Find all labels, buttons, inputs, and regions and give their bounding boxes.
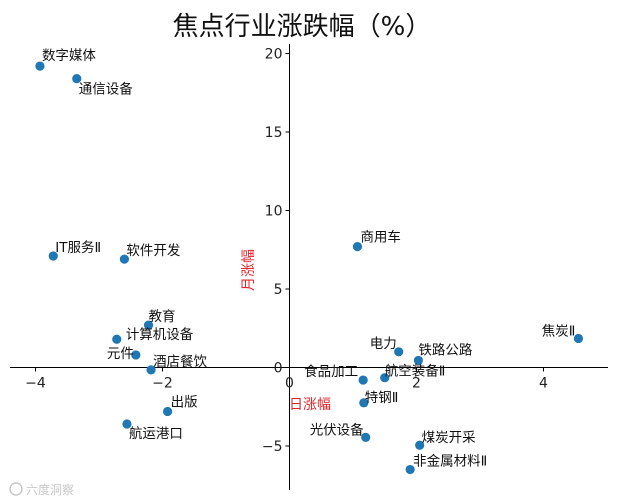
data-label: 电力 xyxy=(370,336,397,352)
data-point xyxy=(380,373,390,383)
axes: −4 −2 0 2 4 −5 0 5 10 15 20 xyxy=(10,44,608,490)
y-tick-label: −5 xyxy=(262,439,283,455)
data-label: 航空装备Ⅱ xyxy=(385,363,446,380)
data-point xyxy=(72,74,82,84)
data-point xyxy=(48,251,58,261)
y-tick-label: 15 xyxy=(265,125,283,141)
data-label: IT服务Ⅱ xyxy=(55,240,101,256)
data-label: 酒店餐饮 xyxy=(153,354,207,370)
x-tick-label: 2 xyxy=(412,376,421,392)
x-tick-label: 0 xyxy=(285,376,294,392)
data-label: 食品加工 xyxy=(304,363,358,380)
data-point xyxy=(358,375,368,385)
data-point xyxy=(122,419,132,429)
data-point xyxy=(131,350,141,360)
data-point xyxy=(352,242,363,252)
data-point xyxy=(112,334,122,344)
data-label: 航运港口 xyxy=(129,426,183,442)
chart-title: 焦点行业涨跌幅（%） xyxy=(173,12,432,42)
data-label: 非金属材料Ⅱ xyxy=(413,454,487,470)
data-label: 光伏设备 xyxy=(310,421,364,438)
y-axis-label: 月涨幅 xyxy=(241,249,257,291)
watermark: 六度洞察 xyxy=(9,482,74,497)
x-axis-label: 日涨幅 xyxy=(289,397,331,413)
data-point xyxy=(35,61,45,71)
data-point xyxy=(394,347,404,357)
data-label: 特钢Ⅱ xyxy=(365,390,399,406)
y-tick-label: 5 xyxy=(274,282,283,298)
x-tick-label: −4 xyxy=(25,376,46,392)
data-point xyxy=(162,406,173,417)
watermark-logo-icon xyxy=(9,482,23,496)
data-points xyxy=(35,61,584,475)
data-label: 焦炭Ⅱ xyxy=(542,323,576,339)
data-point xyxy=(119,254,129,264)
data-label: 商用车 xyxy=(360,229,401,246)
data-label: 出版 xyxy=(171,394,198,410)
data-label: 计算机设备 xyxy=(126,326,194,343)
data-label: 铁路公路 xyxy=(418,342,472,358)
x-tick-label: 4 xyxy=(539,376,548,392)
data-label: 煤炭开采 xyxy=(422,430,476,446)
data-point xyxy=(413,355,424,366)
data-point xyxy=(573,333,584,344)
data-point xyxy=(415,440,425,450)
data-point xyxy=(361,432,371,442)
y-tick-label: 10 xyxy=(265,204,283,220)
data-label: 元件 xyxy=(107,346,134,362)
x-tick-label: −2 xyxy=(152,376,173,392)
data-label: 通信设备 xyxy=(79,81,133,98)
data-point xyxy=(143,320,154,330)
data-label: 软件开发 xyxy=(126,243,180,259)
y-tick-label: 20 xyxy=(265,47,283,63)
data-point xyxy=(146,365,156,375)
data-point xyxy=(405,464,415,475)
data-label: 教育 xyxy=(149,309,176,325)
y-tick-label: 0 xyxy=(274,361,283,377)
data-label: 数字媒体 xyxy=(42,48,96,64)
data-point xyxy=(359,398,369,408)
watermark-text: 六度洞察 xyxy=(26,482,74,497)
point-labels: 数字媒体通信设备 IT服务Ⅱ 软件开发教育计算机设备元件酒店餐饮出版航运港口 商用车电… xyxy=(42,48,575,469)
